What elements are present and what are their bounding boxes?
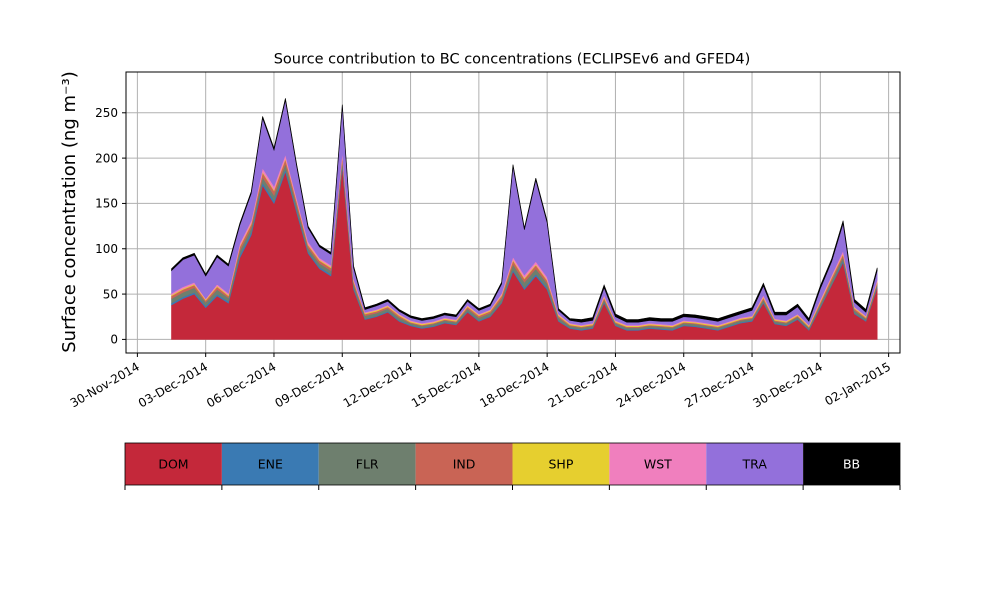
legend-swatch-wst: [609, 443, 707, 485]
legend-label-ind: IND: [453, 457, 476, 472]
x-tick-label: 09-Dec-2014: [272, 359, 346, 410]
x-tick-label: 12-Dec-2014: [341, 359, 415, 410]
legend-label-tra: TRA: [742, 457, 768, 472]
legend-label-wst: WST: [644, 457, 672, 472]
legend-colorbar: DOM ENE FLR IND SHP WST TRA BB: [124, 442, 901, 490]
legend-swatch-tra: [706, 443, 804, 485]
x-tick-label: 27-Dec-2014: [682, 359, 756, 410]
legend-label-shp: SHP: [549, 457, 574, 472]
grid: [126, 72, 900, 353]
area-bb: [171, 98, 878, 323]
x-tick-label: 21-Dec-2014: [546, 359, 620, 410]
plot-frame: [125, 71, 901, 354]
y-tick-label: 50: [103, 287, 118, 301]
legend-swatch-bb: [803, 443, 900, 485]
legend-label-ene: ENE: [258, 457, 283, 472]
x-tick-label: 03-Dec-2014: [136, 359, 210, 410]
x-tick-label: 30-Nov-2014: [68, 359, 142, 410]
y-axis-label: Surface concentration (ng m⁻³): [59, 71, 80, 353]
x-tick-label: 24-Dec-2014: [614, 359, 688, 410]
legend-swatch-ind: [415, 443, 513, 485]
x-tick-label: 02-Jan-2015: [822, 359, 893, 408]
x-tick-label: 15-Dec-2014: [409, 359, 483, 410]
y-tick-label: 250: [95, 106, 118, 120]
legend-swatch-dom: [125, 443, 222, 485]
chart-title: Source contribution to BC concentrations…: [274, 52, 751, 68]
y-tick-label: 0: [110, 333, 118, 347]
y-tick-label: 200: [95, 151, 118, 165]
x-tick-label: 18-Dec-2014: [477, 359, 551, 410]
x-tick-label: 06-Dec-2014: [204, 359, 278, 410]
legend-label-dom: DOM: [158, 457, 188, 472]
legend-label-flr: FLR: [356, 457, 379, 472]
y-tick-label: 100: [95, 242, 118, 256]
x-tick-label: 30-Dec-2014: [751, 359, 825, 410]
legend-swatch-ene: [221, 443, 319, 485]
legend-swatch-flr: [318, 443, 416, 485]
legend-swatch-shp: [512, 443, 610, 485]
stacked-area-layer: [171, 98, 878, 340]
legend-label-bb: BB: [843, 457, 860, 472]
axes: [122, 71, 901, 357]
y-tick-label: 150: [95, 197, 118, 211]
